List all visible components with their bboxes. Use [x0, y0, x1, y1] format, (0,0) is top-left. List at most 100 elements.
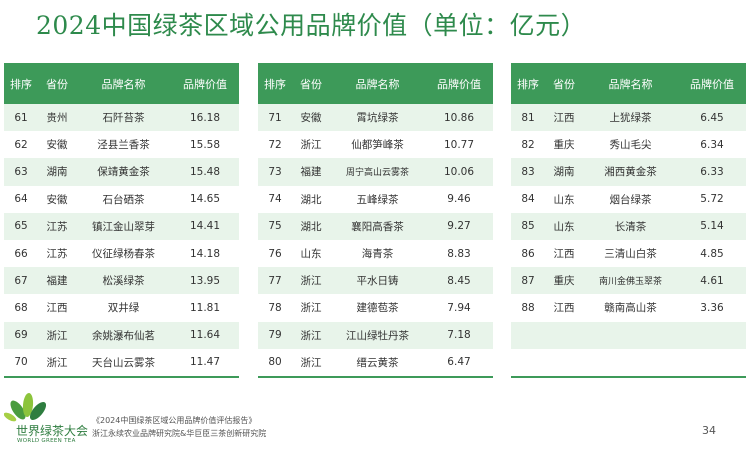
cell-province: 山东	[545, 185, 583, 213]
cell-value	[678, 348, 746, 377]
table-row: 86 江西 三清山白茶 4.85	[511, 239, 746, 268]
cell-brand: 天台山云雾茶	[76, 348, 171, 377]
cell-value: 11.64	[171, 321, 239, 349]
cell-rank: 78	[258, 294, 292, 322]
cell-brand: 仪征绿杨春茶	[76, 239, 171, 268]
cell-province: 浙江	[292, 294, 330, 322]
table-row: 71 安徽 霄坑绿茶 10.86	[258, 104, 493, 132]
table-row: 87 重庆 南川金佛玉翠茶 4.61	[511, 267, 746, 295]
table-row: 84 山东 烟台绿茶 5.72	[511, 185, 746, 213]
table-header-row: 排序 省份 品牌名称 品牌价值	[258, 63, 493, 104]
header-province: 省份	[38, 63, 76, 104]
cell-province: 湖北	[292, 185, 330, 213]
header-value: 品牌价值	[678, 63, 746, 104]
header-brand: 品牌名称	[330, 63, 425, 104]
cell-province	[545, 348, 583, 377]
cell-rank: 79	[258, 321, 292, 349]
cell-brand: 镇江金山翠芽	[76, 212, 171, 240]
cell-value: 10.06	[425, 158, 493, 186]
cell-rank: 74	[258, 185, 292, 213]
header-province: 省份	[292, 63, 330, 104]
cell-value: 7.18	[425, 321, 493, 349]
world-green-tea-logo: 世界绿茶大会 WORLD GREEN TEA	[4, 392, 90, 444]
brand-value-table-2: 排序 省份 品牌名称 品牌价值 71 安徽 霄坑绿茶 10.86 72 浙江 仙都笋峰茶 1…	[258, 63, 493, 378]
cell-province: 安徽	[38, 185, 76, 213]
table-row: 67 福建 松溪绿茶 13.95	[4, 267, 239, 295]
cell-value: 4.85	[678, 239, 746, 268]
header-brand: 品牌名称	[583, 63, 678, 104]
cell-brand: 江山绿牡丹茶	[330, 321, 425, 349]
source-note: 《2024中国绿茶区域公用品牌价值评估报告》 浙江永续农业品牌研究院&华巨臣三茶…	[92, 414, 266, 440]
cell-value: 14.41	[171, 212, 239, 240]
cell-value: 14.18	[171, 239, 239, 268]
cell-rank: 86	[511, 239, 545, 268]
cell-brand: 襄阳高香茶	[330, 212, 425, 240]
table-row: 79 浙江 江山绿牡丹茶 7.18	[258, 321, 493, 349]
cell-province: 江苏	[38, 212, 76, 240]
cell-province: 湖北	[292, 212, 330, 240]
cell-rank: 71	[258, 104, 292, 132]
cell-province: 重庆	[545, 131, 583, 159]
cell-rank: 81	[511, 104, 545, 132]
logo-name-cn: 世界绿茶大会	[16, 424, 89, 438]
cell-province: 重庆	[545, 267, 583, 295]
cell-province: 浙江	[292, 131, 330, 159]
table-row: 62 安徽 泾县兰香茶 15.58	[4, 131, 239, 159]
cell-rank: 73	[258, 158, 292, 186]
cell-brand: 缙云黄茶	[330, 348, 425, 377]
cell-value: 8.45	[425, 267, 493, 295]
table-row-empty	[511, 321, 746, 349]
cell-value: 9.27	[425, 212, 493, 240]
cell-rank: 76	[258, 239, 292, 268]
table-row: 81 江西 上犹绿茶 6.45	[511, 104, 746, 132]
table-row: 70 浙江 天台山云雾茶 11.47	[4, 348, 239, 377]
cell-province: 贵州	[38, 104, 76, 132]
cell-rank: 72	[258, 131, 292, 159]
cell-rank: 68	[4, 294, 38, 322]
table-header-row: 排序 省份 品牌名称 品牌价值	[4, 63, 239, 104]
brand-value-table-3: 排序 省份 品牌名称 品牌价值 81 江西 上犹绿茶 6.45 82 重庆 秀山毛尖 6.3…	[511, 63, 746, 378]
cell-brand	[583, 348, 678, 377]
cell-province: 浙江	[38, 348, 76, 377]
cell-brand: 仙都笋峰茶	[330, 131, 425, 159]
tea-leaves-icon	[4, 393, 47, 422]
cell-value: 10.86	[425, 104, 493, 132]
cell-province: 湖南	[38, 158, 76, 186]
page-number: 34	[702, 424, 716, 437]
table-row: 69 浙江 余姚瀑布仙茗 11.64	[4, 321, 239, 349]
cell-value: 6.33	[678, 158, 746, 186]
cell-value: 13.95	[171, 267, 239, 295]
cell-rank: 88	[511, 294, 545, 322]
cell-brand: 长清茶	[583, 212, 678, 240]
cell-brand: 秀山毛尖	[583, 131, 678, 159]
cell-province: 浙江	[292, 267, 330, 295]
cell-province: 浙江	[292, 348, 330, 377]
cell-brand: 烟台绿茶	[583, 185, 678, 213]
header-brand: 品牌名称	[76, 63, 171, 104]
source-report-title: 《2024中国绿茶区域公用品牌价值评估报告》	[92, 416, 257, 425]
cell-brand: 海青茶	[330, 239, 425, 268]
cell-value: 10.77	[425, 131, 493, 159]
cell-value: 6.34	[678, 131, 746, 159]
cell-brand: 周宁高山云雾茶	[330, 158, 425, 186]
cell-brand: 石阡苔茶	[76, 104, 171, 132]
cell-province: 江西	[545, 294, 583, 322]
table-row: 77 浙江 平水日铸 8.45	[258, 267, 493, 295]
cell-rank: 69	[4, 321, 38, 349]
cell-rank: 66	[4, 239, 38, 268]
cell-brand: 湘西黄金茶	[583, 158, 678, 186]
table-header-row: 排序 省份 品牌名称 品牌价值	[511, 63, 746, 104]
cell-province: 江西	[545, 239, 583, 268]
cell-rank: 85	[511, 212, 545, 240]
cell-rank: 75	[258, 212, 292, 240]
cell-brand: 余姚瀑布仙茗	[76, 321, 171, 349]
table-row: 76 山东 海青茶 8.83	[258, 239, 493, 268]
cell-brand: 石台硒茶	[76, 185, 171, 213]
cell-province: 江西	[545, 104, 583, 132]
table-row: 68 江西 双井绿 11.81	[4, 294, 239, 322]
cell-value: 3.36	[678, 294, 746, 322]
cell-value: 11.47	[171, 348, 239, 377]
cell-province: 福建	[38, 267, 76, 295]
cell-province: 浙江	[38, 321, 76, 349]
cell-rank: 67	[4, 267, 38, 295]
